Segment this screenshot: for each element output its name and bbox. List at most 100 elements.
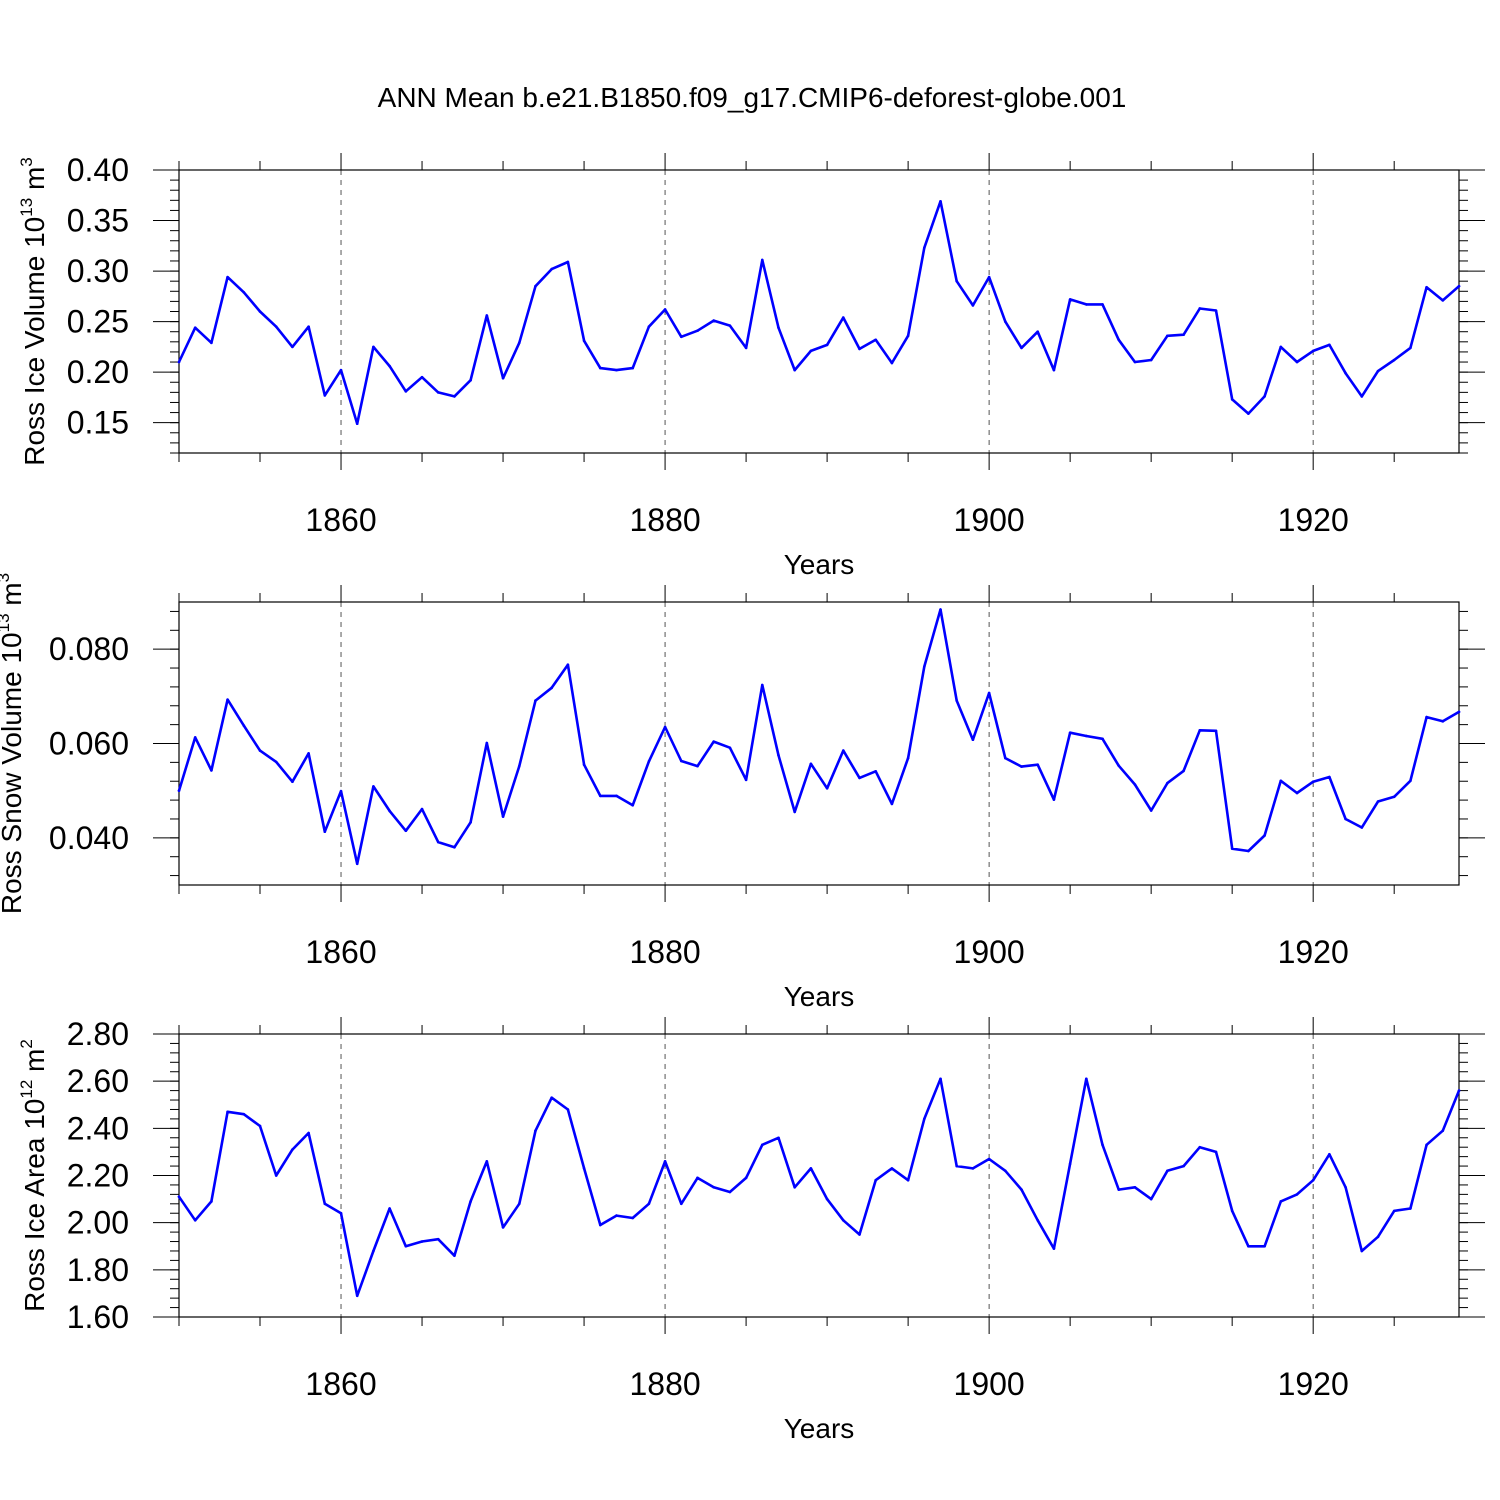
data-point — [1295, 791, 1299, 795]
data-point — [1020, 1188, 1023, 1191]
x-tick-label: 1900 — [954, 502, 1025, 538]
data-point — [1101, 1143, 1104, 1147]
data-point — [372, 1249, 375, 1253]
data-point — [923, 665, 926, 668]
data-point — [1198, 728, 1202, 732]
data-point — [906, 1178, 910, 1182]
data-point — [777, 1136, 780, 1140]
data-point — [226, 275, 229, 279]
data-point — [339, 368, 343, 372]
data-point — [809, 1167, 813, 1170]
data-point — [890, 1167, 894, 1170]
data-point — [1279, 1200, 1283, 1203]
data-point — [177, 789, 181, 792]
data-point — [1409, 779, 1412, 783]
data-point — [550, 267, 553, 271]
x-axis-label: Years — [784, 549, 855, 580]
x-axis-label: Years — [784, 1413, 855, 1444]
data-point — [307, 325, 310, 328]
data-point — [1230, 847, 1234, 850]
data-point — [777, 326, 780, 329]
data-point — [906, 334, 910, 338]
data-point — [728, 324, 732, 327]
data-point — [1068, 1162, 1072, 1166]
data-point — [712, 1185, 715, 1189]
data-point — [615, 794, 618, 798]
data-point — [1133, 360, 1137, 364]
data-point — [177, 360, 181, 364]
data-point — [1441, 720, 1445, 723]
data-point — [647, 1202, 651, 1206]
data-point — [485, 1160, 489, 1163]
y-tick-label: 0.25 — [67, 304, 129, 340]
data-point — [696, 329, 699, 333]
data-point — [1457, 284, 1461, 288]
data-point — [955, 279, 959, 283]
data-point — [193, 736, 197, 739]
data-point — [793, 1185, 796, 1189]
data-point — [323, 1202, 327, 1206]
data-point — [226, 1110, 229, 1114]
data-point — [404, 829, 408, 833]
y-tick-label: 0.080 — [49, 631, 129, 667]
data-point — [615, 368, 618, 372]
data-point — [1376, 369, 1380, 373]
y-axis-label: Ross Snow Volume 1013 m3 — [0, 573, 27, 914]
data-point — [1085, 303, 1088, 306]
data-point — [242, 724, 246, 727]
data-point — [274, 1174, 278, 1177]
data-point — [291, 1148, 294, 1151]
data-point — [1101, 303, 1104, 306]
data-point — [1328, 775, 1331, 779]
data-point — [388, 809, 391, 813]
series-line — [177, 608, 1461, 866]
data-point — [1085, 1077, 1088, 1081]
data-point — [501, 815, 505, 818]
data-point — [744, 778, 748, 782]
data-point — [793, 368, 796, 372]
data-point — [631, 803, 634, 807]
plot-frame — [178, 1033, 1460, 1318]
data-point — [825, 1197, 829, 1201]
data-point — [1214, 309, 1218, 312]
data-point — [955, 699, 959, 702]
y-tick-label: 0.15 — [67, 405, 129, 441]
series-points — [177, 1077, 1461, 1298]
data-point — [631, 366, 634, 370]
data-point — [1149, 1197, 1153, 1201]
data-point — [355, 422, 359, 425]
data-point — [339, 789, 343, 793]
series-line — [177, 1077, 1461, 1298]
data-point — [679, 759, 683, 763]
data-point — [1328, 343, 1331, 347]
chart-title: ANN Mean b.e21.B1850.f09_g17.CMIP6-defor… — [378, 82, 1127, 113]
data-point — [1311, 349, 1315, 353]
data-point — [760, 258, 764, 262]
data-point — [1052, 1247, 1056, 1250]
data-point — [436, 1237, 440, 1241]
data-point — [453, 1254, 456, 1257]
data-point — [1360, 826, 1364, 829]
y-axis-label-exponent: 13 — [17, 198, 36, 217]
data-point — [1149, 809, 1153, 812]
data-point — [193, 326, 197, 329]
data-point — [1247, 1244, 1250, 1248]
data-point — [939, 200, 942, 203]
y-tick-label: 0.040 — [49, 820, 129, 856]
data-point — [372, 785, 375, 788]
x-tick-label: 1920 — [1278, 934, 1349, 970]
data-point — [388, 364, 391, 368]
series-line — [177, 200, 1461, 426]
data-point — [404, 390, 408, 393]
data-point — [534, 1129, 537, 1132]
data-point — [1004, 1169, 1007, 1173]
data-point — [582, 339, 586, 343]
data-point — [760, 1143, 764, 1147]
data-point — [485, 741, 489, 745]
data-point — [647, 325, 651, 328]
data-point — [307, 1131, 310, 1135]
data-point — [1328, 1152, 1331, 1156]
data-point — [1360, 395, 1364, 398]
data-point — [923, 1117, 926, 1121]
